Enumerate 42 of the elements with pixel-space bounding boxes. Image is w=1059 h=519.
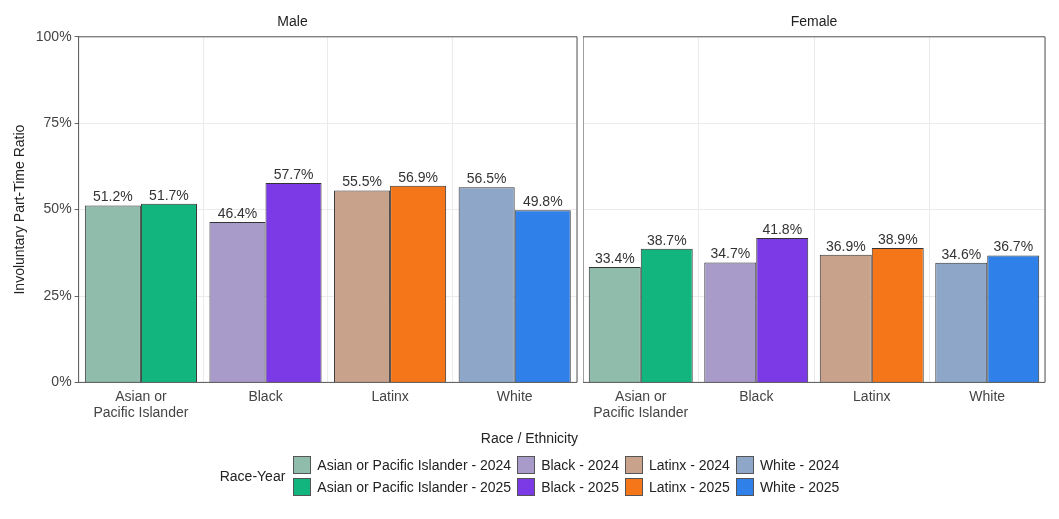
data-label: 46.4% — [217, 204, 258, 221]
x-tick-label: Black — [248, 387, 284, 404]
data-label: 55.5% — [342, 173, 382, 190]
y-tick-label: 100% — [35, 27, 72, 44]
legend-label: Latinx - 2025 — [648, 479, 730, 495]
data-label: 38.9% — [877, 230, 918, 247]
data-label: 36.9% — [825, 237, 866, 254]
data-label: 34.6% — [941, 245, 982, 262]
data-label: 49.8% — [522, 193, 563, 210]
y-axis-title: Involuntary Part-Time Ratio — [11, 124, 28, 295]
data-label: 51.2% — [93, 188, 133, 205]
chart-title: Female — [790, 13, 838, 30]
y-tick-label: 0% — [51, 373, 72, 390]
x-tick-label: White — [969, 387, 1006, 404]
legend-label: Latinx - 2024 — [648, 457, 730, 473]
x-tick-label: White — [496, 387, 533, 404]
data-label: 56.5% — [466, 170, 507, 186]
data-label: 57.7% — [273, 165, 314, 182]
x-tick-label: Black — [739, 387, 775, 404]
legend-label: White - 2024 — [759, 457, 840, 473]
data-label: 56.9% — [398, 168, 438, 185]
data-label: 36.7% — [993, 238, 1034, 255]
legend-label: Black - 2025 — [541, 479, 619, 495]
x-tick-label: Asian or Pacific Islander — [593, 387, 689, 421]
legend-label: Black - 2024 — [541, 457, 619, 473]
data-label: 41.8% — [762, 220, 803, 237]
chart-title: Male — [277, 13, 308, 30]
y-tick-label: 50% — [43, 200, 72, 217]
legend-title: Race-Year — [219, 468, 286, 484]
x-tick-label: Latinx — [371, 387, 409, 404]
legend-label: Asian or Pacific Islander - 2025 — [317, 479, 512, 495]
data-label: 33.4% — [594, 249, 635, 266]
x-tick-label: Asian or Pacific Islander — [93, 387, 189, 421]
legend-label: Asian or Pacific Islander - 2024 — [317, 457, 512, 473]
x-tick-label: Latinx — [853, 387, 891, 404]
y-tick-label: 25% — [43, 286, 72, 303]
data-label: 38.7% — [646, 231, 687, 248]
data-label: 34.7% — [710, 245, 751, 262]
data-label: 51.7% — [149, 186, 189, 203]
x-axis-title: Race / Ethnicity — [479, 430, 580, 446]
y-tick-label: 75% — [43, 114, 72, 131]
legend-label: White - 2025 — [759, 479, 840, 495]
